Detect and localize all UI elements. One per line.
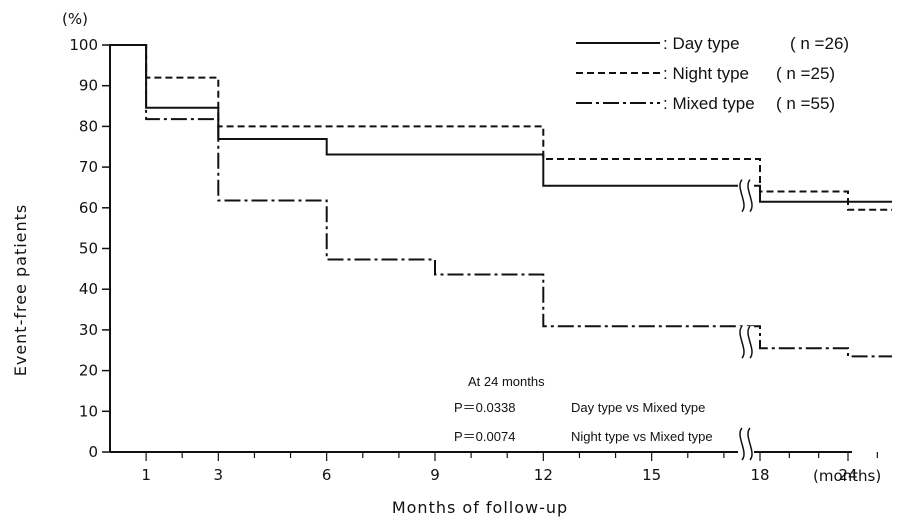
x-axis-title: Months of follow-up <box>392 498 568 517</box>
y-tick-label: 10 <box>79 402 98 420</box>
break-mark <box>747 325 753 359</box>
y-tick-label: 0 <box>88 443 98 461</box>
series-line-mixed-type <box>110 44 892 358</box>
legend-label-day: : Day type <box>663 34 740 53</box>
annotation-p1: P＝0.0338 <box>454 400 515 415</box>
y-tick-label: 40 <box>79 280 98 298</box>
break-mark <box>739 325 745 359</box>
annotation-p2: P＝0.0074 <box>454 429 515 444</box>
legend-n-night: ( n =25) <box>776 64 835 83</box>
legend-n-mixed: ( n =55) <box>776 94 835 113</box>
break-mark <box>747 427 753 461</box>
y-unit-label: (%) <box>62 10 88 28</box>
y-tick-label: 20 <box>79 362 98 380</box>
y-tick-label: 50 <box>79 240 98 258</box>
legend: : Day type ( n =26) : Night type ( n =25… <box>576 34 849 113</box>
series-line-day-type <box>110 44 892 203</box>
legend-n-day: ( n =26) <box>790 34 849 53</box>
axis-break-x <box>738 427 754 461</box>
x-tick-label: 3 <box>214 466 224 484</box>
y-tick-label: 90 <box>79 77 98 95</box>
y-tick-label: 70 <box>79 158 98 176</box>
y-tick-label: 100 <box>69 36 98 54</box>
y-axis-title: Event-free patients <box>11 204 30 377</box>
axis-breaks <box>738 179 754 461</box>
x-tick-label: 12 <box>534 466 553 484</box>
break-mark <box>747 179 753 213</box>
break-mark <box>739 179 745 213</box>
annotation-text1: Day type vs Mixed type <box>571 400 705 415</box>
axis-break-middle <box>738 325 754 359</box>
x-unit-label: (months) <box>813 467 881 485</box>
x-tick-label: 9 <box>430 466 440 484</box>
y-tick-label: 60 <box>79 199 98 217</box>
legend-label-mixed: : Mixed type <box>663 94 755 113</box>
series-lines <box>110 44 892 358</box>
break-gap <box>738 179 754 212</box>
x-tick-label: 24 <box>838 466 857 484</box>
series-line-night-type <box>110 44 892 211</box>
break-gap <box>738 326 754 359</box>
x-tick-label: 1 <box>141 466 151 484</box>
legend-label-night: : Night type <box>663 64 749 83</box>
y-tick-label: 80 <box>79 117 98 135</box>
break-mark <box>739 427 745 461</box>
x-tick-label: 18 <box>750 466 769 484</box>
axis-break-top <box>738 179 754 213</box>
ticks: 0 10 20 30 40 50 60 70 80 90 100 1 3 6 9 12 15 18 24 <box>69 36 878 484</box>
annotation-title: At 24 months <box>468 374 545 389</box>
x-tick-label: 15 <box>642 466 661 484</box>
annotation-text2: Night type vs Mixed type <box>571 429 713 444</box>
x-tick-label: 6 <box>322 466 332 484</box>
p-value-annotation: At 24 months P＝0.0338 Day type vs Mixed … <box>454 374 713 444</box>
break-gap <box>738 428 754 460</box>
y-tick-label: 30 <box>79 321 98 339</box>
